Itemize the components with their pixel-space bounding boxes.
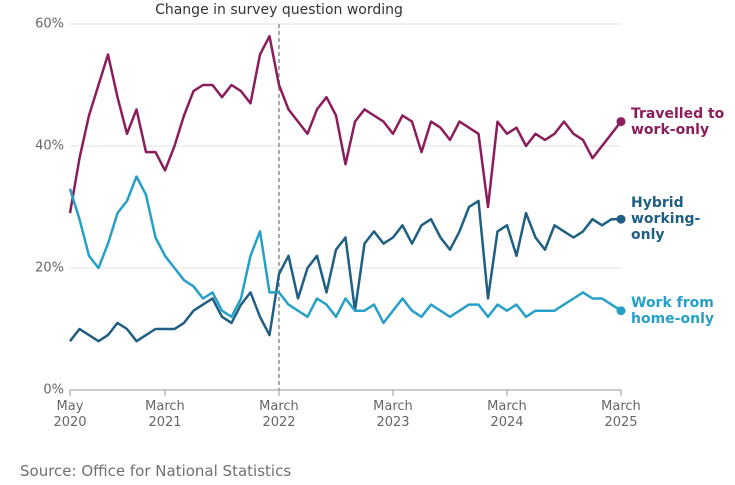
- x-tick-label-line: March: [373, 399, 413, 414]
- x-tick-label: March 2024: [487, 399, 527, 430]
- x-tick-label-line: 2024: [490, 415, 523, 430]
- x-tick-label: May 2020: [53, 399, 86, 430]
- series-line: [68, 175, 622, 325]
- end-point: [616, 117, 626, 127]
- x-tick-label-line: 2025: [604, 415, 637, 430]
- y-tick-label: 60%: [35, 17, 64, 32]
- x-tick-label-line: March: [145, 399, 185, 414]
- end-point: [616, 306, 626, 316]
- x-tick-label-line: May: [57, 399, 84, 414]
- y-tick-label: 0%: [43, 383, 64, 398]
- y-tick-label: 40%: [35, 139, 64, 154]
- end-point: [616, 214, 626, 224]
- x-tick-label-line: 2022: [262, 415, 295, 430]
- x-tick-label-line: March: [601, 399, 641, 414]
- series-label: Travelled to work-only: [631, 105, 725, 138]
- annotation-text: Change in survey question wording: [155, 2, 403, 18]
- x-tick-label-line: 2021: [148, 415, 181, 430]
- x-tick-label: March 2023: [373, 399, 413, 430]
- x-tick-label-line: March: [259, 399, 299, 414]
- x-tick-label-line: 2023: [376, 415, 409, 430]
- series-label: Work from home-only: [631, 294, 714, 327]
- source-note: Source: Office for National Statistics: [20, 462, 292, 480]
- series-label: Hybrid working-only: [631, 195, 701, 244]
- series-line: [68, 34, 622, 214]
- x-tick-label: March 2021: [145, 399, 185, 430]
- x-tick-label: March 2025: [601, 399, 641, 430]
- series-line: [69, 199, 621, 343]
- x-tick-label-line: March: [487, 399, 527, 414]
- x-tick-label-line: 2020: [53, 415, 86, 430]
- y-tick-label: 20%: [35, 261, 64, 276]
- x-tick-label: March 2022: [259, 399, 299, 430]
